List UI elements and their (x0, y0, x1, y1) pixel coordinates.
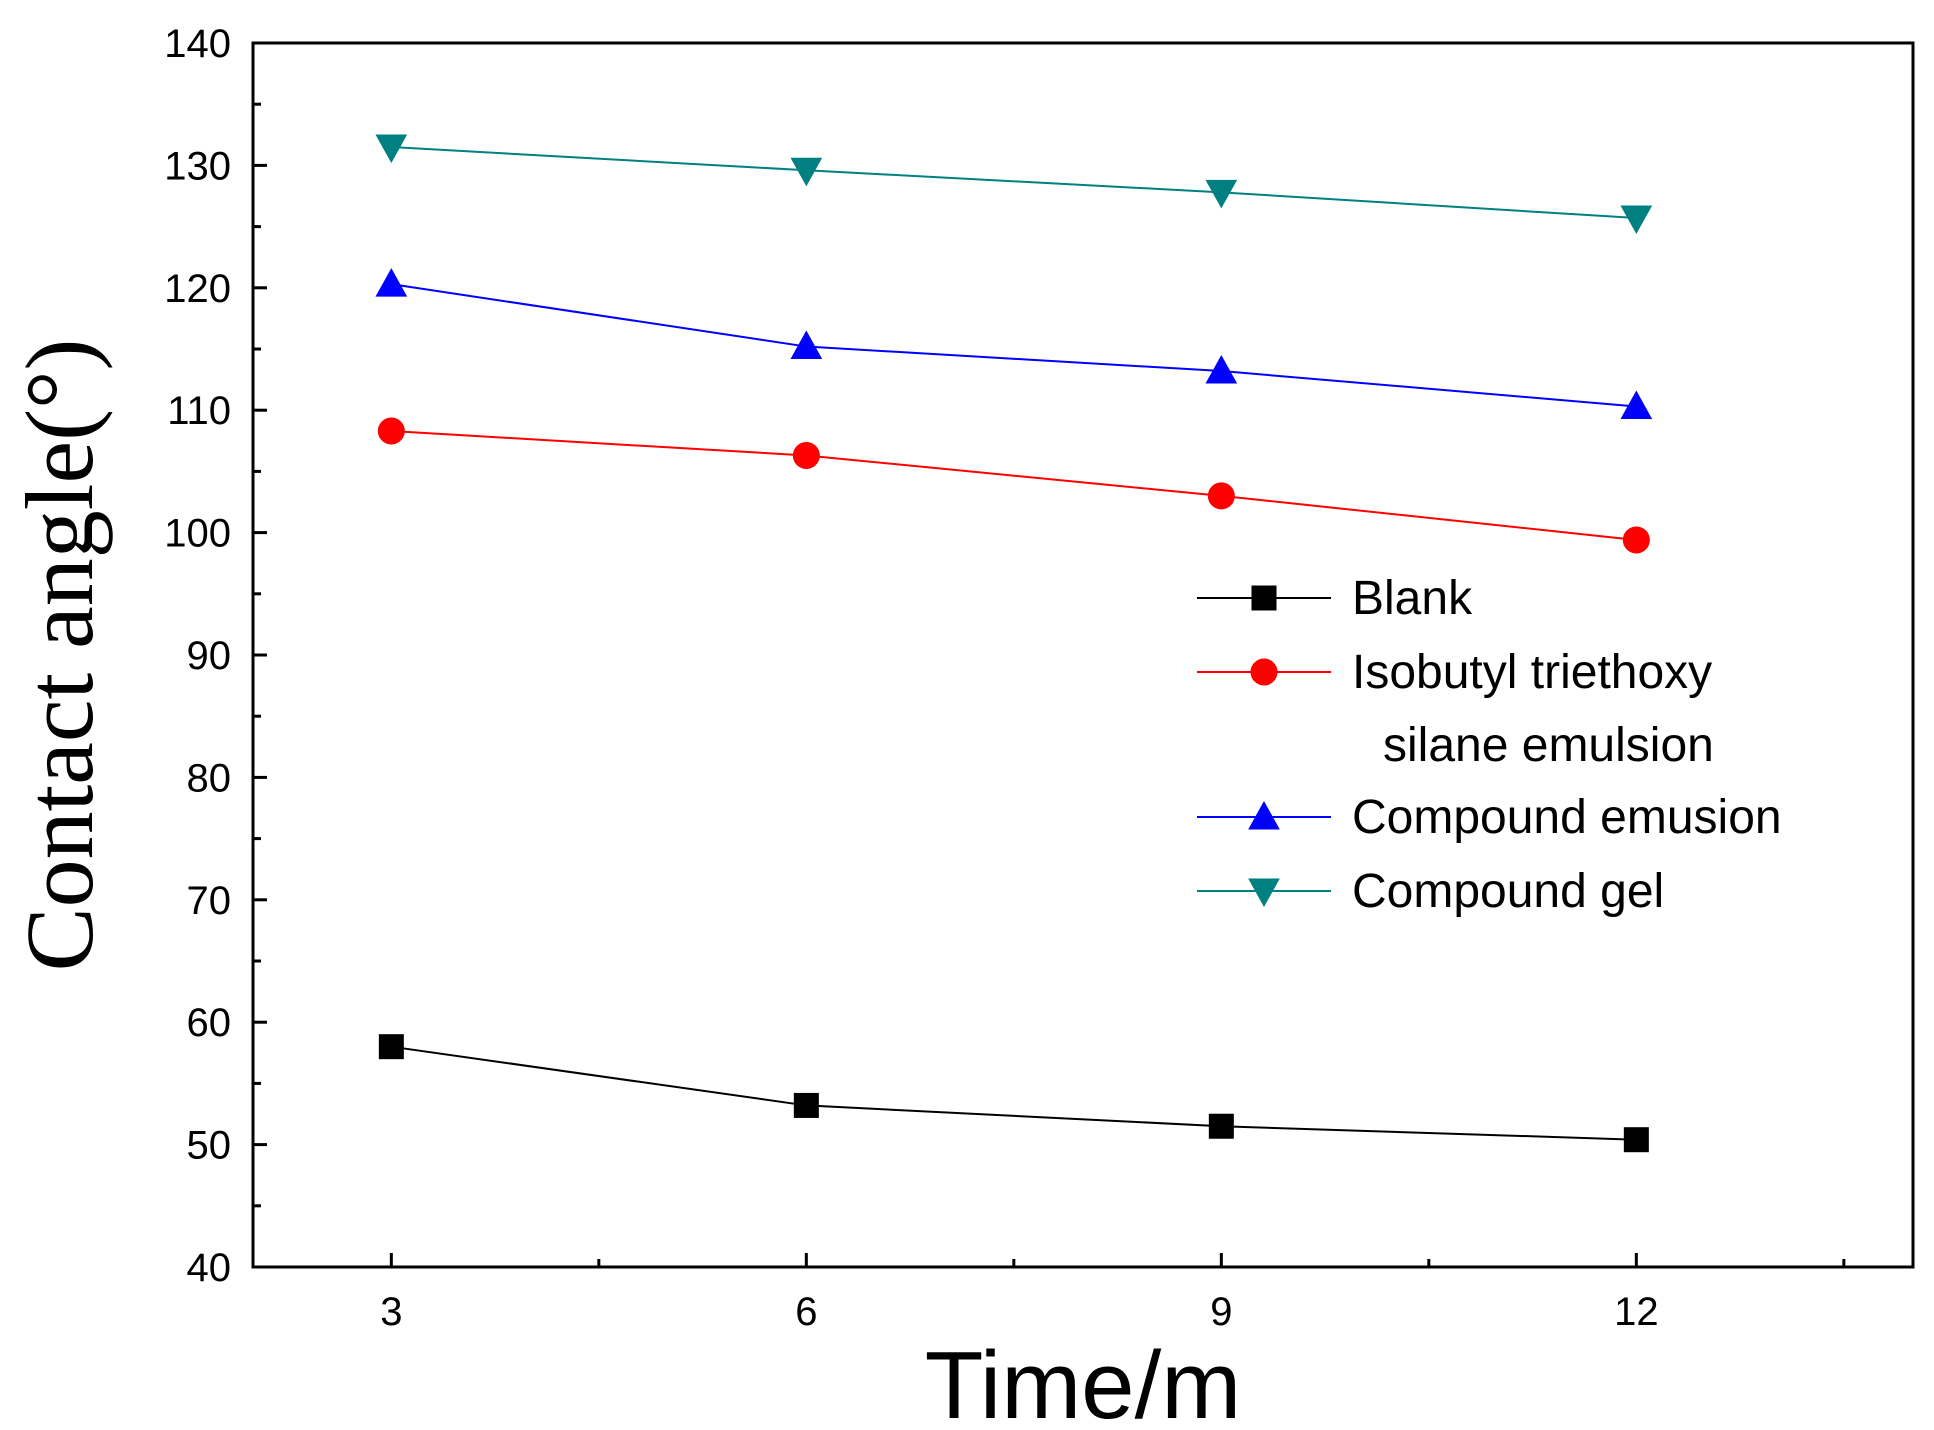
x-tick-label: 12 (1614, 1290, 1659, 1334)
series-line (391, 283, 1637, 408)
data-point (1208, 1113, 1234, 1139)
series-group (375, 268, 1653, 420)
data-point (375, 268, 408, 297)
x-tick-label: 3 (380, 1290, 402, 1334)
y-tick-label: 90 (187, 634, 232, 678)
series-group (377, 417, 1650, 554)
legend-marker (1250, 658, 1278, 686)
data-point (1622, 526, 1650, 554)
series-line (391, 430, 1637, 541)
data-point (1623, 1127, 1649, 1153)
y-axis: 40 50 60 70 80 90 100 110 120 130 140 (164, 22, 267, 1290)
y-tick-label: 80 (187, 756, 232, 800)
data-point (1620, 390, 1653, 420)
x-axis: 3 6 9 12 (380, 1253, 1846, 1334)
data-point (1205, 355, 1238, 384)
y-tick-label: 110 (167, 389, 231, 433)
legend-label: silane emulsion (1383, 719, 1714, 772)
x-axis-title: Time/m (925, 1332, 1241, 1425)
data-point (1205, 179, 1238, 209)
data-point (375, 134, 408, 164)
legend-label: Compound gel (1352, 865, 1664, 918)
legend-label: Isobutyl triethoxy (1352, 646, 1712, 699)
x-tick-label: 9 (1210, 1290, 1232, 1334)
data-point (377, 417, 405, 445)
y-tick-label: 130 (164, 144, 231, 188)
data-point (790, 157, 823, 187)
data-point (793, 1092, 819, 1118)
series-line (391, 146, 1637, 220)
y-tick-label: 60 (187, 1001, 232, 1045)
data-point (1207, 482, 1235, 510)
series-line (391, 1045, 1637, 1141)
data-point (792, 441, 820, 469)
series-group (378, 1034, 1649, 1153)
series-layer (375, 134, 1653, 1153)
y-tick-label: 50 (187, 1124, 232, 1168)
legend-label: Compound emusion (1352, 791, 1782, 844)
y-axis-title: Contact angle(°) (6, 339, 113, 972)
legend-marker (1251, 585, 1277, 611)
legend: Blank Isobutyl triethoxy silane emulsion C… (1197, 572, 1782, 918)
x-tick-label: 6 (795, 1290, 817, 1334)
y-tick-label: 40 (187, 1246, 232, 1290)
legend-marker (1248, 878, 1280, 908)
y-tick-label: 120 (164, 267, 231, 311)
y-tick-label: 140 (164, 22, 231, 66)
legend-marker (1248, 800, 1280, 830)
data-point (1620, 205, 1653, 235)
data-point (790, 330, 823, 360)
series-group (375, 134, 1653, 235)
y-tick-label: 70 (187, 879, 232, 923)
y-tick-label: 100 (164, 512, 231, 556)
data-point (378, 1034, 404, 1060)
legend-label: Blank (1352, 572, 1473, 625)
